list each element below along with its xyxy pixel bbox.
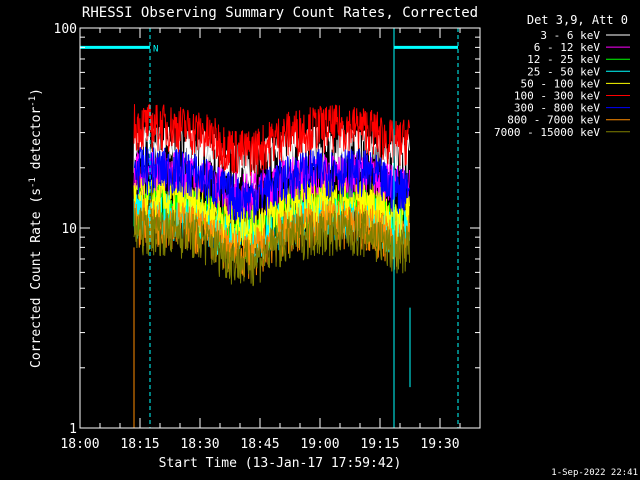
legend-header: Det 3,9, Att 0 — [527, 13, 628, 27]
legend-label: 25 - 50 keV — [527, 65, 600, 78]
x-tick-label: 19:15 — [360, 437, 399, 452]
x-tick-label: 18:45 — [240, 437, 279, 452]
flag-label: N — [153, 44, 158, 54]
y-axis-label: Corrected Count Rate (s-1 detector-1) — [28, 88, 44, 368]
plot-area — [133, 103, 411, 428]
legend-label: 300 - 800 keV — [514, 102, 600, 115]
x-axis-ticks: 18:00 18:15 18:30 18:45 19:00 19:15 19:30 — [60, 28, 481, 452]
y-axis-ticks: 100 10 1 — [54, 22, 480, 437]
x-tick-label: 18:30 — [180, 437, 219, 452]
timestamp: 1-Sep-2022 22:41 — [551, 468, 638, 478]
series-100-300kev-line — [133, 103, 410, 176]
legend-label: 6 - 12 keV — [534, 41, 601, 54]
chart-title: RHESSI Observing Summary Count Rates, Co… — [82, 5, 478, 21]
legend-label: 3 - 6 keV — [540, 29, 600, 42]
series-300-800kev-line — [133, 146, 410, 223]
x-tick-label: 19:00 — [300, 437, 339, 452]
legend-label: 100 - 300 keV — [514, 90, 600, 103]
y-tick-label: 10 — [61, 222, 77, 237]
y-tick-label: 100 — [54, 22, 77, 37]
x-tick-label: 18:15 — [120, 437, 159, 452]
x-axis-label: Start Time (13-Jan-17 17:59:42) — [159, 456, 402, 471]
legend-label: 7000 - 15000 keV — [494, 126, 600, 139]
series-7000-15000kev-line — [133, 207, 410, 287]
legend-label: 12 - 25 keV — [527, 53, 600, 66]
legend-label: 800 - 7000 keV — [507, 114, 600, 127]
x-tick-label: 18:00 — [60, 437, 99, 452]
x-tick-label: 19:30 — [420, 437, 459, 452]
legend-label: 50 - 100 keV — [521, 77, 601, 90]
y-tick-label: 1 — [69, 422, 77, 437]
